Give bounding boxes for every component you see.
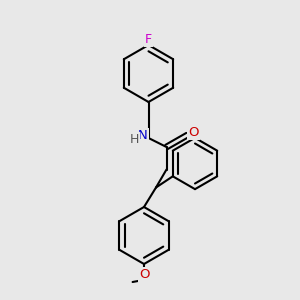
Text: H: H bbox=[129, 133, 139, 146]
Text: O: O bbox=[188, 126, 199, 139]
Text: N: N bbox=[138, 129, 148, 142]
Text: O: O bbox=[139, 268, 149, 281]
Text: F: F bbox=[145, 33, 152, 46]
